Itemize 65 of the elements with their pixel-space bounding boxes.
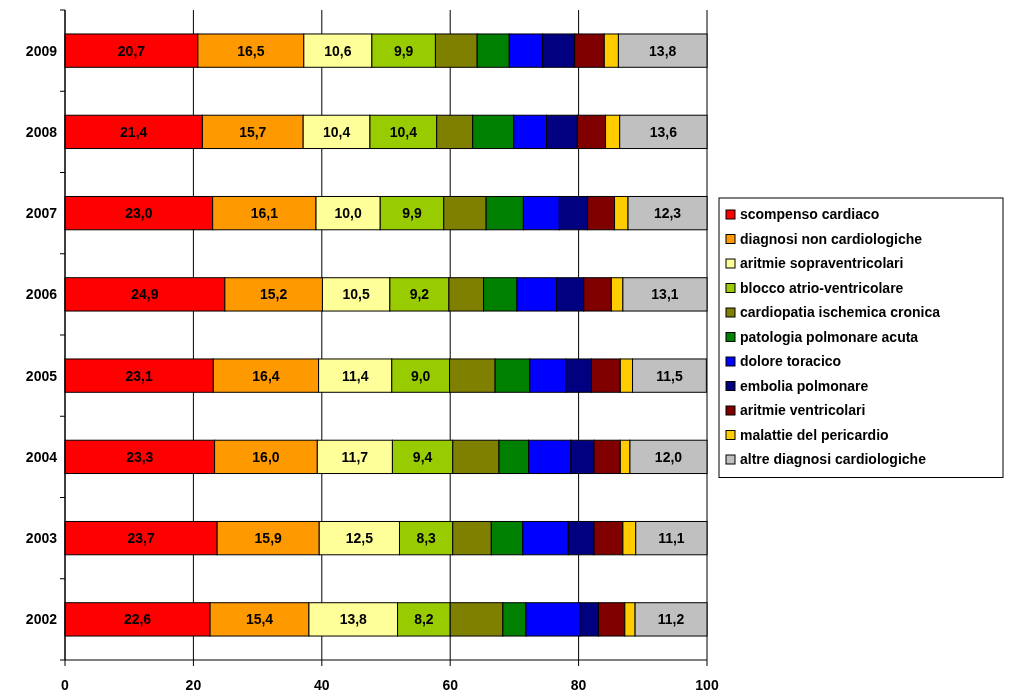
legend-label: patologia polmonare acuta: [740, 328, 919, 345]
data-label: 12,5: [345, 530, 374, 547]
y-tick-label: 2004: [25, 448, 58, 465]
data-label: 21,4: [120, 123, 148, 140]
legend-label: cardiopatia ischemica cronica: [740, 304, 941, 320]
y-tick-label: 2003: [25, 530, 58, 547]
x-tick-label: 20: [185, 677, 202, 693]
data-label: 23,7: [127, 530, 155, 547]
data-label: 23,0: [125, 205, 153, 222]
x-tick-label: 0: [61, 677, 70, 693]
legend-label: embolia polmonare: [740, 377, 869, 394]
legend-label: dolore toracico: [740, 353, 842, 369]
data-label: 15,9: [254, 530, 283, 547]
legend-label: malattie del pericardio: [740, 426, 889, 443]
y-tick-label: 2006: [25, 286, 58, 303]
data-label: 9,0: [410, 367, 431, 384]
data-label: 16,5: [237, 42, 265, 59]
data-label: 9,9: [402, 205, 422, 222]
legend-label: scompenso cardiaco: [740, 206, 880, 222]
data-label: 20,7: [117, 42, 146, 59]
data-label: 10,4: [389, 123, 418, 140]
data-label: 10,5: [342, 286, 370, 303]
x-tick-label: 60: [442, 677, 459, 693]
data-label: 13,6: [649, 123, 678, 140]
x-tick-label: 100: [695, 677, 719, 693]
y-tick-label: 2009: [25, 42, 58, 59]
data-label: 10,6: [324, 42, 352, 59]
data-label: 9,2: [409, 286, 430, 303]
data-label: 8,2: [414, 611, 434, 628]
data-label: 15,7: [239, 123, 267, 140]
data-label: 15,2: [260, 286, 288, 303]
data-label: 24,9: [131, 286, 159, 303]
y-tick-label: 2002: [25, 611, 58, 628]
x-tick-label: 40: [314, 677, 330, 693]
x-tick-label: 80: [570, 677, 587, 693]
data-label: 11,2: [657, 611, 685, 628]
data-label: 12,0: [654, 448, 683, 465]
legend-label: aritmie sopraventricolari: [740, 255, 904, 271]
data-label: 13,1: [651, 286, 679, 303]
data-label: 12,3: [653, 205, 682, 222]
data-label: 16,0: [252, 448, 280, 465]
y-tick-label: 2007: [25, 205, 58, 222]
data-label: 8,3: [416, 530, 437, 547]
data-label: 13,8: [649, 42, 677, 59]
data-label: 10,4: [322, 123, 351, 140]
data-label: 16,1: [250, 205, 279, 222]
data-label: 23,3: [126, 448, 154, 465]
data-label: 9,9: [393, 42, 414, 59]
data-label: 10,0: [334, 205, 362, 222]
data-label: 11,7: [341, 448, 369, 465]
data-label: 22,6: [123, 611, 152, 628]
data-label: 11,4: [341, 367, 369, 384]
legend-label: altre diagnosi cardiologiche: [740, 451, 927, 467]
data-label: 23,1: [125, 367, 153, 384]
data-label: 15,4: [245, 611, 274, 628]
data-label: 9,4: [412, 448, 433, 465]
data-label: 16,4: [252, 367, 280, 384]
legend-label: blocco atrio-ventricolare: [740, 279, 904, 296]
y-tick-label: 2005: [25, 367, 58, 384]
data-label: 11,1: [658, 530, 685, 547]
y-tick-label: 2008: [25, 123, 58, 140]
data-label: 13,8: [339, 611, 368, 628]
data-label: 11,5: [656, 367, 683, 384]
legend-label: diagnosi non cardiologiche: [740, 230, 923, 247]
legend-label: aritmie ventricolari: [740, 402, 866, 418]
